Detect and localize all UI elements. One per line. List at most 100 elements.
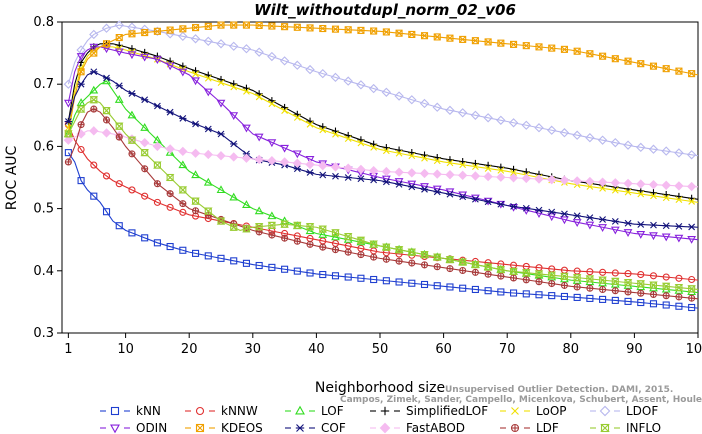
data-point — [230, 257, 238, 265]
data-point — [522, 42, 530, 50]
data-point — [688, 223, 696, 231]
data-point — [330, 72, 341, 83]
data-point — [343, 76, 353, 86]
legend-label: SimplifiedLOF — [406, 404, 488, 418]
data-point — [433, 157, 441, 165]
data-point — [153, 161, 162, 169]
data-point — [585, 221, 595, 230]
data-point — [547, 271, 557, 279]
data-point — [420, 32, 429, 40]
data-point — [382, 255, 390, 263]
data-point — [484, 38, 492, 46]
legend-marker — [511, 407, 519, 415]
data-point — [649, 272, 658, 280]
data-point — [305, 156, 315, 164]
data-point — [141, 234, 149, 242]
data-point — [179, 200, 187, 208]
series-markers-odin — [63, 43, 697, 244]
data-point — [279, 56, 290, 66]
data-point — [610, 178, 620, 188]
legend: kNN kNNW LOF SimplifiedLOF LoOP LDOF ODIN KDEOS… — [100, 404, 661, 434]
data-point — [535, 291, 543, 299]
data-point — [675, 293, 683, 301]
data-point — [649, 300, 658, 308]
data-point — [268, 22, 276, 30]
data-point — [292, 150, 302, 159]
data-point — [674, 148, 684, 158]
data-point — [611, 55, 619, 63]
data-point — [64, 130, 73, 138]
data-point — [599, 268, 607, 276]
data-point — [433, 33, 441, 41]
data-point — [76, 105, 86, 113]
x-tick-label: 80 — [563, 342, 580, 357]
data-point — [636, 280, 646, 288]
data-point — [572, 219, 582, 228]
data-point — [407, 168, 417, 178]
data-point — [179, 25, 187, 33]
data-point — [471, 285, 479, 294]
data-point — [472, 163, 479, 171]
data-point — [268, 100, 276, 108]
data-point — [395, 278, 403, 286]
data-point — [77, 121, 85, 129]
data-point — [586, 268, 594, 276]
data-point — [662, 273, 670, 281]
data-point — [686, 181, 697, 192]
data-point — [675, 302, 683, 310]
legend-label: LDF — [536, 421, 559, 434]
data-point — [76, 53, 86, 61]
legend-item-kdeos: KDEOS — [185, 421, 263, 434]
data-point — [497, 272, 505, 280]
data-point — [356, 236, 366, 244]
x-tick-label: 1 — [64, 342, 72, 357]
series-markers-loop — [64, 43, 696, 205]
data-point — [293, 267, 301, 275]
data-point — [203, 36, 213, 46]
data-point — [497, 288, 505, 296]
data-point — [77, 68, 85, 76]
data-point — [254, 47, 264, 57]
data-point — [662, 292, 670, 300]
legend-marker — [600, 423, 610, 433]
data-point — [586, 294, 594, 302]
data-point — [624, 219, 632, 227]
data-point — [306, 269, 314, 277]
legend-marker — [110, 406, 120, 416]
data-point — [178, 31, 188, 41]
data-point — [102, 172, 111, 180]
data-point — [192, 70, 199, 78]
data-point — [90, 49, 98, 57]
data-point — [331, 246, 340, 254]
data-point — [254, 133, 264, 142]
data-point — [599, 184, 606, 192]
data-point — [407, 95, 417, 105]
data-point — [77, 177, 85, 185]
data-point — [572, 274, 582, 282]
data-point — [420, 251, 429, 259]
data-point — [127, 51, 137, 60]
data-point — [64, 118, 72, 125]
data-point — [127, 110, 137, 119]
x-tick-label: 30 — [245, 342, 262, 357]
data-point — [306, 24, 314, 32]
data-point — [254, 206, 264, 215]
data-point — [599, 52, 607, 60]
data-point — [153, 239, 161, 247]
data-point — [114, 48, 124, 57]
data-point — [535, 43, 543, 51]
data-point — [178, 68, 188, 77]
data-point — [318, 225, 328, 233]
data-point — [178, 146, 188, 157]
data-point — [102, 107, 111, 115]
data-point — [216, 185, 226, 194]
data-point — [548, 44, 556, 52]
data-point — [128, 186, 136, 194]
data-point — [394, 91, 404, 101]
data-point — [279, 157, 290, 167]
data-point — [688, 198, 696, 205]
data-point — [687, 235, 697, 244]
data-point — [292, 221, 302, 229]
data-point — [254, 154, 264, 165]
data-point — [292, 158, 302, 168]
